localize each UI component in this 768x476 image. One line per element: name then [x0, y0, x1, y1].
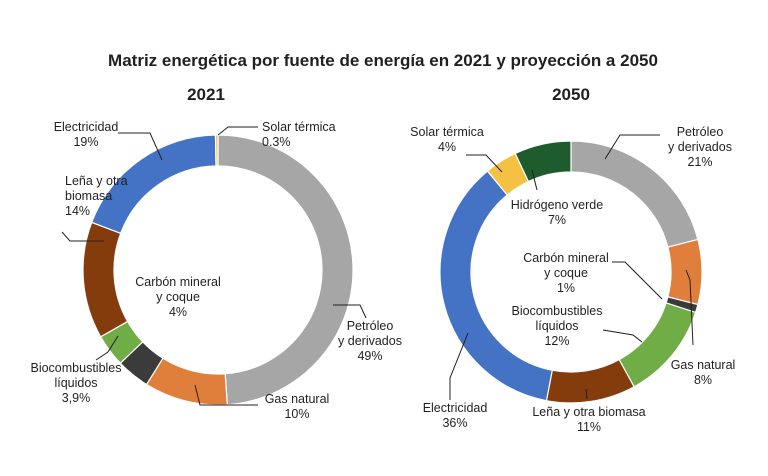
slice-label-electricidad: Electricidad 36%	[423, 401, 488, 430]
slice-label-gas-natural: Gas natural 10%	[265, 392, 330, 421]
slice-hidrogeno-verde	[514, 140, 572, 183]
slice-petroleo-y-derivados	[217, 134, 354, 406]
slice-value: 4%	[169, 305, 187, 319]
leader-line-electricidad	[449, 332, 469, 400]
slice-label-line: Solar térmica	[262, 120, 336, 134]
slice-label-line: Gas natural	[265, 392, 330, 406]
slice-label-petroleo-y-derivados: Petróleo y derivados 21%	[668, 125, 732, 169]
slice-label-line: Petróleo	[677, 125, 724, 139]
leader-line-solar-termica	[217, 126, 258, 136]
leader-line-lena-y-otra-biomasa	[61, 231, 104, 242]
slice-label-line: Petróleo	[347, 319, 394, 333]
slice-lena-y-otra-biomasa	[545, 358, 635, 404]
slice-label-line: Solar térmica	[410, 125, 484, 139]
slice-label-line: Gas natural	[671, 358, 736, 372]
slice-label-line: Carbón mineral	[135, 275, 220, 289]
slice-value: 8%	[694, 373, 712, 387]
slice-label-line: Electricidad	[423, 401, 488, 415]
slice-label-line: Leña y otra biomasa	[532, 405, 645, 419]
slice-value: 21%	[687, 155, 712, 169]
slice-label-line: Hidrógeno verde	[511, 198, 603, 212]
slice-gas-natural	[667, 238, 703, 306]
donut-subtitle-2050: 2050	[552, 85, 590, 104]
leader-line-lena-y-otra-biomasa	[585, 388, 588, 400]
slice-label-biocombustibles-liquidos: Biocombustibles líquidos 3,9%	[30, 361, 121, 405]
slice-label-line: Leña y otra	[65, 174, 128, 188]
donut-chart-2021: 2021 Petróleo y derivados 49% Gas natural 10…	[30, 85, 401, 421]
slice-label-line: Carbón mineral	[523, 251, 608, 265]
slice-solar-termica	[214, 134, 219, 167]
slice-label-electricidad: Electricidad 19%	[54, 120, 119, 149]
slice-value: 3,9%	[62, 391, 91, 405]
slice-lena-y-otra-biomasa	[82, 221, 129, 338]
slice-label-line: y derivados	[338, 334, 402, 348]
slice-label-line: Electricidad	[54, 120, 119, 134]
leader-line-petroleo-y-derivados	[604, 134, 660, 160]
slice-value: 4%	[438, 140, 456, 154]
leader-line-gas-natural	[194, 384, 258, 406]
leader-line-electricidad	[118, 132, 163, 161]
slice-value: 1%	[557, 281, 575, 295]
leader-line-solar-termica	[466, 154, 503, 173]
slice-label-lena-y-otra-biomasa: Leña y otra biomasa 11%	[532, 405, 645, 434]
slice-label-gas-natural: Gas natural 8%	[671, 358, 736, 387]
slice-label-line: biomasa	[65, 189, 112, 203]
slice-label-line: y derivados	[668, 140, 732, 154]
slice-label-line: líquidos	[535, 319, 578, 333]
slice-label-hidrogeno-verde: Hidrógeno verde 7%	[511, 198, 603, 227]
slice-label-biocombustibles-liquidos: Biocombustibles líquidos 12%	[511, 304, 602, 348]
slice-petroleo-y-derivados	[570, 140, 699, 248]
slice-label-solar-termica: Solar térmica 4%	[410, 125, 484, 154]
slice-label-line: Biocombustibles	[30, 361, 121, 375]
slice-value: 19%	[73, 135, 98, 149]
slice-label-petroleo-y-derivados: Petróleo y derivados 49%	[338, 319, 402, 363]
slice-label-line: Biocombustibles	[511, 304, 602, 318]
slice-value: 0.3%	[262, 135, 291, 149]
slice-label-carbon-mineral-y-coque: Carbón mineral y coque 4%	[135, 275, 220, 319]
slice-value: 14%	[65, 204, 90, 218]
slice-label-line: y coque	[156, 290, 200, 304]
donut-chart-2050: 2050 Petróleo y derivados 21% Gas natural 8%…	[410, 85, 735, 434]
slice-label-solar-termica: Solar térmica 0.3%	[262, 120, 336, 149]
slice-biocombustibles-liquidos	[618, 302, 697, 388]
donut-subtitle-2021: 2021	[187, 85, 225, 104]
slice-value: 10%	[284, 407, 309, 421]
leader-line-biocombustibles-liquidos	[95, 335, 119, 361]
slice-value: 12%	[544, 334, 569, 348]
slice-label-lena-y-otra-biomasa: Leña y otra biomasa 14%	[65, 174, 128, 218]
slice-value: 49%	[357, 349, 382, 363]
leader-line-gas-natural	[685, 269, 694, 346]
leader-line-carbon-mineral-y-coque	[612, 261, 663, 300]
leader-line-hidrogeno-verde	[531, 169, 538, 191]
slice-value: 36%	[442, 416, 467, 430]
slice-label-line: líquidos	[54, 376, 97, 390]
slice-value: 11%	[577, 420, 601, 434]
slice-label-line: y coque	[544, 266, 588, 280]
leader-line-biocombustibles-liquidos	[602, 329, 643, 343]
leader-line-petroleo-y-derivados	[333, 304, 367, 319]
slice-value: 7%	[548, 213, 566, 227]
slice-label-carbon-mineral-y-coque: Carbón mineral y coque 1%	[523, 251, 608, 295]
chart-title: Matriz energética por fuente de energía …	[108, 51, 658, 70]
